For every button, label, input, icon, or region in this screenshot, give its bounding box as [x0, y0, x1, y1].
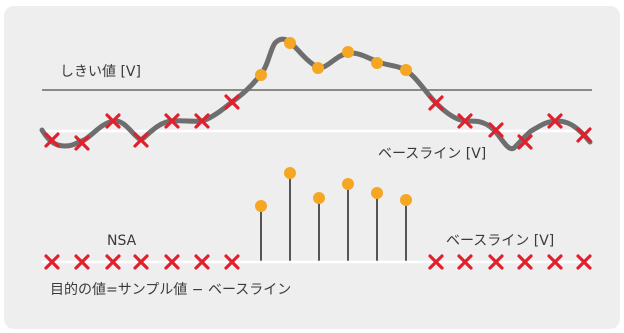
red-x-icon	[517, 254, 533, 270]
red-x-icon	[133, 132, 149, 148]
red-x-icon	[164, 254, 180, 270]
red-x-icon	[428, 95, 444, 111]
diagram-panel	[4, 6, 620, 329]
red-x-icon	[105, 113, 121, 129]
baseline-top-label: ベースライン [V]	[378, 146, 486, 162]
red-x-icon	[105, 254, 121, 270]
baseline-bottom-label: ベースライン [V]	[446, 233, 554, 249]
nsa-label: NSA	[107, 233, 137, 249]
orange-dot-icon	[342, 178, 354, 190]
red-x-icon	[457, 254, 473, 270]
red-x-icon	[44, 254, 60, 270]
red-x-icon	[576, 127, 592, 143]
orange-dot-icon	[400, 194, 412, 206]
orange-dot-icon	[371, 57, 383, 69]
orange-dot-icon	[342, 46, 354, 58]
red-x-icon	[44, 132, 60, 148]
red-x-icon	[517, 134, 533, 150]
orange-dot-icon	[255, 200, 267, 212]
orange-dot-icon	[371, 187, 383, 199]
signal-curve	[39, 36, 593, 152]
red-x-icon	[194, 113, 210, 129]
red-x-icon	[547, 254, 563, 270]
red-x-icon	[547, 113, 563, 129]
red-x-icon	[488, 254, 504, 270]
red-x-icon	[164, 113, 180, 129]
orange-dot-icon	[400, 64, 412, 76]
red-x-icon	[428, 254, 444, 270]
stem-group	[260, 173, 407, 262]
threshold-label: しきい値 [V]	[60, 64, 141, 80]
red-x-icon	[457, 113, 473, 129]
formula-label: 目的の値=サンプル値 − ベースライン	[50, 282, 291, 298]
orange-dot-icon	[312, 62, 324, 74]
red-x-icon	[488, 122, 504, 138]
red-x-icon	[74, 254, 90, 270]
orange-dot-icon	[284, 167, 296, 179]
red-x-icon	[194, 254, 210, 270]
red-x-icon	[74, 135, 90, 151]
orange-dot-icon	[284, 37, 296, 49]
orange-dot-icon	[313, 192, 325, 204]
red-x-icon	[576, 254, 592, 270]
orange-dot-icon	[255, 69, 267, 81]
red-x-icon	[224, 94, 240, 110]
red-x-icon	[224, 254, 240, 270]
red-x-icon	[133, 254, 149, 270]
